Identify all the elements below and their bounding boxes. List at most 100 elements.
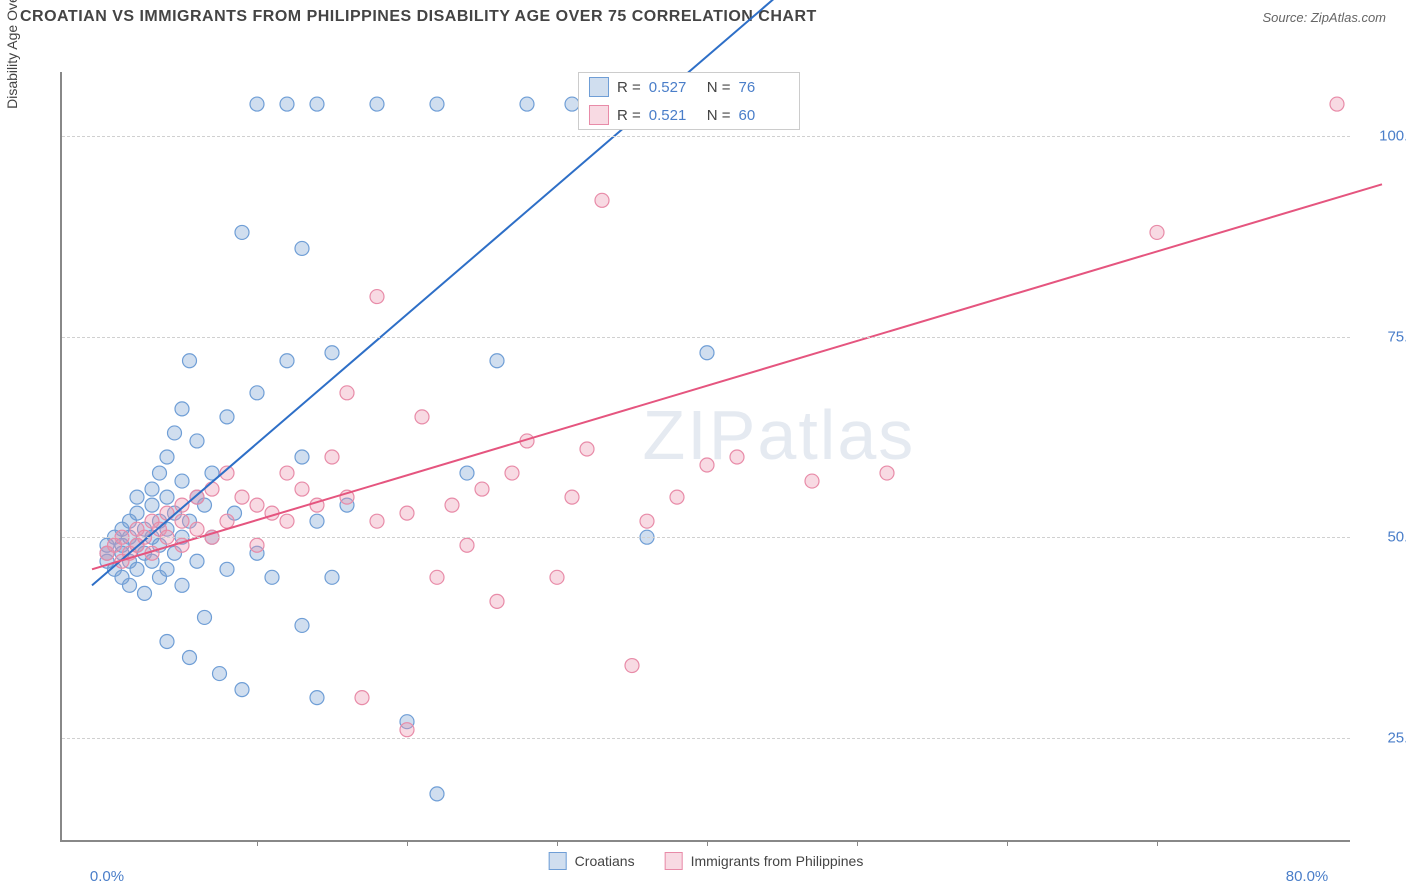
scatter-point [175, 474, 189, 488]
scatter-point [295, 482, 309, 496]
scatter-point [340, 386, 354, 400]
scatter-point [175, 514, 189, 528]
scatter-point [160, 450, 174, 464]
scatter-point [415, 410, 429, 424]
scatter-point [220, 514, 234, 528]
stats-legend-box: R =0.527N =76R =0.521N =60 [578, 72, 800, 130]
chart-header: CROATIAN VS IMMIGRANTS FROM PHILIPPINES … [0, 0, 1406, 32]
stats-row: R =0.521N =60 [579, 101, 799, 129]
x-minor-tick [857, 840, 858, 846]
scatter-point [370, 290, 384, 304]
x-minor-tick [557, 840, 558, 846]
legend-label: Immigrants from Philippines [691, 853, 864, 869]
scatter-point [280, 466, 294, 480]
scatter-point [490, 594, 504, 608]
scatter-point [730, 450, 744, 464]
gridline [62, 136, 1350, 137]
scatter-point [130, 490, 144, 504]
scatter-point [183, 651, 197, 665]
bottom-legend: Croatians Immigrants from Philippines [549, 852, 864, 870]
x-tick-label: 80.0% [1286, 868, 1329, 885]
scatter-point [400, 506, 414, 520]
x-minor-tick [257, 840, 258, 846]
y-tick-label: 50.0% [1360, 529, 1406, 546]
legend-item: Croatians [549, 852, 635, 870]
legend-swatch-icon [589, 77, 609, 97]
scatter-point [460, 466, 474, 480]
scatter-point [310, 691, 324, 705]
scatter-point [130, 506, 144, 520]
scatter-point [325, 570, 339, 584]
chart-source: Source: ZipAtlas.com [1262, 10, 1386, 25]
scatter-point [445, 498, 459, 512]
scatter-point [235, 490, 249, 504]
gridline [62, 738, 1350, 739]
scatter-point [220, 562, 234, 576]
scatter-point [160, 562, 174, 576]
x-tick-label: 0.0% [90, 868, 124, 885]
scatter-point [205, 482, 219, 496]
plot-region: ZIPatlas R =0.527N =76R =0.521N =60 Croa… [60, 72, 1350, 842]
scatter-point [580, 442, 594, 456]
stat-r-label: R = [617, 79, 641, 96]
scatter-point [370, 514, 384, 528]
scatter-point [235, 225, 249, 239]
stat-r-label: R = [617, 107, 641, 124]
scatter-point [123, 578, 137, 592]
scatter-point [220, 410, 234, 424]
scatter-point [160, 506, 174, 520]
scatter-point [625, 659, 639, 673]
scatter-point [145, 498, 159, 512]
scatter-point [183, 354, 197, 368]
x-minor-tick [407, 840, 408, 846]
scatter-point [295, 618, 309, 632]
trend-line [92, 184, 1382, 569]
legend-label: Croatians [575, 853, 635, 869]
scatter-point [1150, 225, 1164, 239]
stat-r-value: 0.527 [649, 79, 699, 96]
chart-title: CROATIAN VS IMMIGRANTS FROM PHILIPPINES … [20, 8, 817, 26]
x-minor-tick [707, 840, 708, 846]
stat-n-label: N = [707, 79, 731, 96]
scatter-point [130, 562, 144, 576]
legend-swatch-icon [549, 852, 567, 870]
scatter-point [235, 683, 249, 697]
stat-n-label: N = [707, 107, 731, 124]
scatter-point [430, 570, 444, 584]
scatter-point [595, 193, 609, 207]
scatter-point [265, 570, 279, 584]
scatter-point [160, 490, 174, 504]
scatter-point [565, 97, 579, 111]
scatter-point [175, 498, 189, 512]
scatter-point [175, 578, 189, 592]
scatter-point [280, 97, 294, 111]
x-minor-tick [1007, 840, 1008, 846]
y-tick-label: 100.0% [1360, 128, 1406, 145]
scatter-point [640, 514, 654, 528]
scatter-point [370, 97, 384, 111]
scatter-point [153, 466, 167, 480]
scatter-point [190, 490, 204, 504]
scatter-point [475, 482, 489, 496]
gridline [62, 337, 1350, 338]
scatter-point [250, 97, 264, 111]
scatter-point [295, 241, 309, 255]
scatter-point [805, 474, 819, 488]
scatter-point [310, 97, 324, 111]
scatter-point [250, 498, 264, 512]
y-axis-label: Disability Age Over 75 [4, 0, 20, 109]
scatter-point [280, 514, 294, 528]
scatter-point [670, 490, 684, 504]
scatter-point [430, 787, 444, 801]
stats-row: R =0.527N =76 [579, 73, 799, 101]
scatter-point [168, 426, 182, 440]
scatter-point [250, 386, 264, 400]
plot-svg [62, 72, 1352, 842]
scatter-point [565, 490, 579, 504]
scatter-point [280, 354, 294, 368]
scatter-point [250, 538, 264, 552]
scatter-point [190, 522, 204, 536]
scatter-point [190, 434, 204, 448]
scatter-point [160, 634, 174, 648]
scatter-point [490, 354, 504, 368]
